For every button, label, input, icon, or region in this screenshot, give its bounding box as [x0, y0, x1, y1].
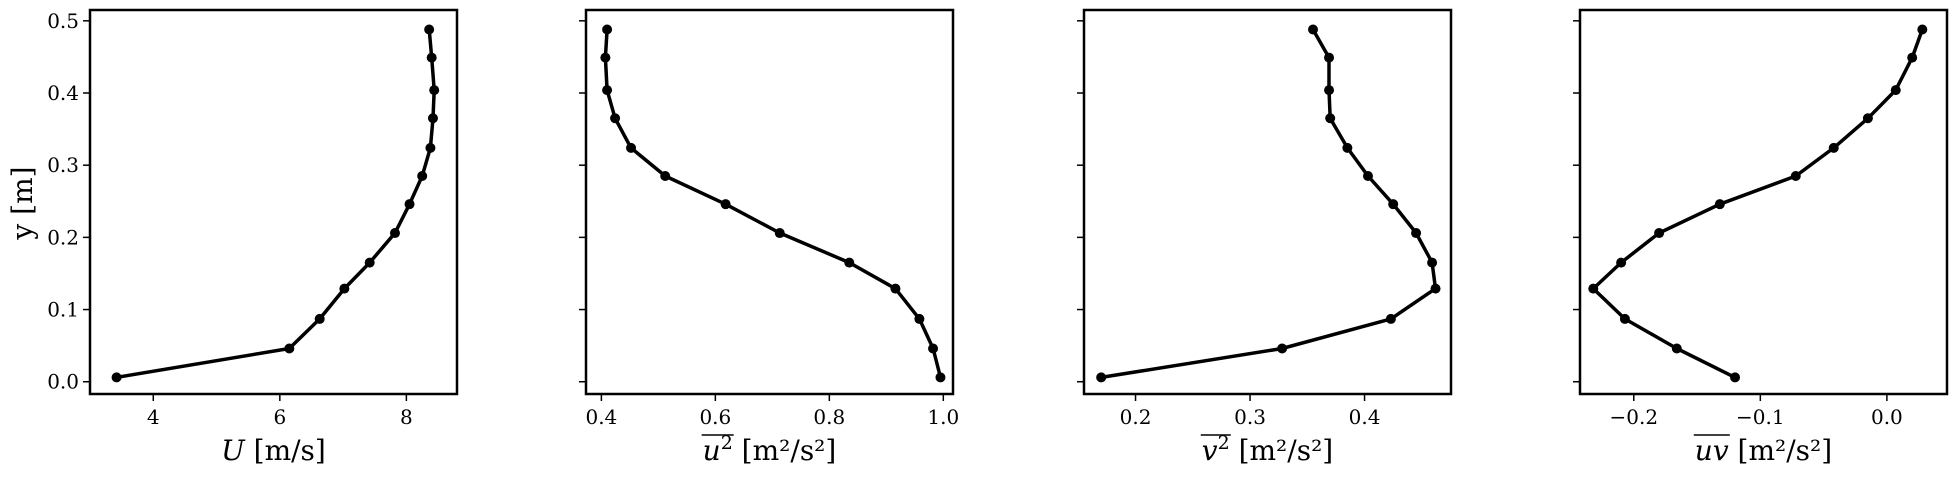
- data-point: [389, 228, 400, 239]
- data-point: [844, 257, 855, 268]
- x-axis-label: v2 [m²/s²]: [1202, 432, 1333, 467]
- x-tick-label: 0.0: [1871, 405, 1903, 429]
- y-tick-label: 0.2: [47, 225, 79, 249]
- x-tick-label: −0.1: [1736, 405, 1785, 429]
- data-point: [1096, 372, 1107, 383]
- data-point: [626, 142, 637, 153]
- x-axis-label-units: [m²/s²]: [1729, 434, 1833, 467]
- data-point: [1308, 24, 1319, 35]
- x-axis-label-symbol: uv: [1695, 434, 1729, 467]
- data-point: [774, 228, 785, 239]
- x-tick-label: 0.6: [699, 405, 731, 429]
- data-point: [425, 142, 436, 153]
- chart-panel-3: 0.2 0.3 0.4 v2 [m²/s²]: [1077, 8, 1453, 467]
- series-line: [116, 29, 436, 380]
- data-point: [1862, 113, 1873, 124]
- axes-frame: [584, 8, 955, 396]
- data-point: [429, 85, 440, 96]
- x-axis-label: u2 [m²/s²]: [703, 432, 837, 467]
- data-point: [1828, 142, 1839, 153]
- chart-panel-1: 0.0 0.1 0.2 0.3 0.4 0.5 4 6 8 U [m/s]: [47, 8, 459, 467]
- x-axis-label: U [m/s]: [221, 434, 326, 467]
- axes-frame: [1578, 8, 1949, 396]
- data-point: [660, 171, 671, 182]
- data-point: [1588, 283, 1599, 294]
- data-point: [339, 283, 350, 294]
- data-point: [914, 313, 925, 324]
- data-point: [600, 52, 611, 63]
- data-point: [364, 257, 375, 268]
- chart-panel-4: −0.2 −0.1 0.0 uv [m²/s²]: [1573, 8, 1949, 467]
- x-axis-label-symbol: U: [221, 434, 246, 467]
- data-point: [602, 85, 613, 96]
- data-point: [1619, 313, 1630, 324]
- y-tick-label: 0.3: [47, 153, 79, 177]
- data-point: [424, 24, 435, 35]
- data-point: [602, 24, 613, 35]
- data-point: [1790, 171, 1801, 182]
- data-point: [1714, 199, 1725, 210]
- data-point: [404, 199, 415, 210]
- data-point: [1362, 171, 1373, 182]
- data-point: [1325, 113, 1336, 124]
- y-tick-label: 0.5: [47, 9, 79, 33]
- x-axis-label-units: [m/s]: [245, 434, 326, 467]
- x-axis-label-units: [m²/s²]: [733, 434, 837, 467]
- y-tick-label: 0.1: [47, 298, 79, 322]
- data-point: [1385, 313, 1396, 324]
- x-axis-label-superscript: 2: [1218, 432, 1230, 454]
- x-tick-label: −0.2: [1609, 405, 1658, 429]
- data-point: [426, 52, 437, 63]
- x-tick-label: 0.8: [813, 405, 845, 429]
- data-point: [284, 343, 295, 354]
- data-point: [890, 283, 901, 294]
- data-point: [935, 372, 946, 383]
- data-point: [1917, 24, 1928, 35]
- x-tick-label: 8: [400, 405, 413, 429]
- x-tick-label: 6: [273, 405, 286, 429]
- x-tick-label: 0.4: [585, 405, 617, 429]
- data-point: [1388, 199, 1399, 210]
- data-point: [1427, 257, 1438, 268]
- x-tick-label: 0.3: [1234, 405, 1266, 429]
- data-point: [1671, 343, 1682, 354]
- series-line: [603, 29, 943, 378]
- series-line: [1591, 28, 1924, 379]
- x-axis-label-symbol: u: [703, 434, 721, 467]
- axes-frame: [88, 8, 459, 396]
- x-tick-label: 4: [147, 405, 160, 429]
- y-tick-label: 0.0: [47, 370, 79, 394]
- data-point: [314, 313, 325, 324]
- series-line: [1100, 28, 1438, 380]
- data-point: [1411, 228, 1422, 239]
- x-axis-label-superscript: 2: [721, 432, 733, 454]
- data-point: [610, 113, 621, 124]
- y-tick-label: 0.4: [47, 81, 79, 105]
- data-point: [1616, 257, 1627, 268]
- data-point: [1430, 283, 1441, 294]
- x-axis-label: uv [m²/s²]: [1695, 434, 1832, 467]
- data-point: [720, 199, 731, 210]
- data-point: [1907, 52, 1918, 63]
- data-point: [1277, 343, 1288, 354]
- data-point: [111, 372, 122, 383]
- x-tick-label: 0.2: [1120, 405, 1152, 429]
- axes-frame: [1082, 8, 1453, 396]
- x-axis-label-symbol: v: [1202, 434, 1218, 467]
- data-point: [1730, 372, 1741, 383]
- data-point: [928, 343, 939, 354]
- chart-panel-2: 0.4 0.6 0.8 1.0 u2 [m²/s²]: [579, 8, 959, 467]
- data-point: [1654, 228, 1665, 239]
- y-axis-label: y [m]: [6, 166, 39, 240]
- x-tick-label: 0.4: [1349, 405, 1381, 429]
- x-tick-label: 1.0: [927, 405, 959, 429]
- data-point: [1890, 85, 1901, 96]
- data-point: [1342, 142, 1353, 153]
- data-point: [427, 113, 438, 124]
- data-point: [417, 171, 428, 182]
- data-point: [1324, 85, 1335, 96]
- data-point: [1324, 52, 1335, 63]
- x-axis-label-units: [m²/s²]: [1230, 434, 1334, 467]
